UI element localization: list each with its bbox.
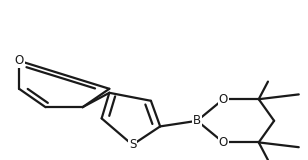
Text: B: B xyxy=(193,114,201,127)
Text: S: S xyxy=(129,138,136,151)
Text: O: O xyxy=(219,93,228,106)
Text: O: O xyxy=(14,54,24,67)
Text: O: O xyxy=(219,136,228,149)
